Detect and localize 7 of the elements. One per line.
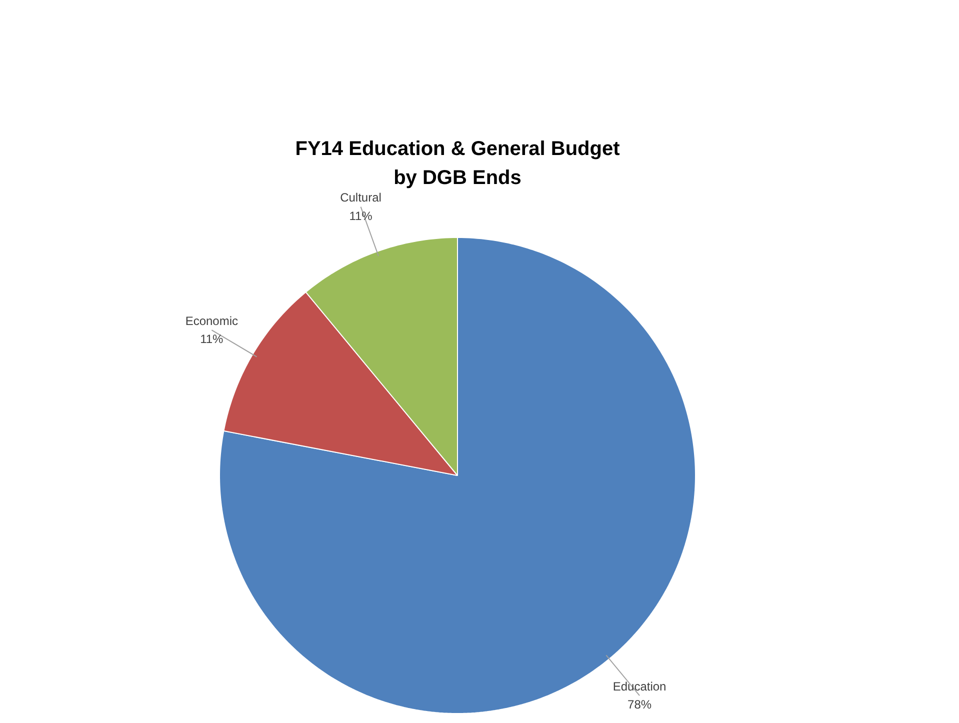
slice-label: Cultural [340, 190, 382, 205]
slice-label: Education [612, 679, 666, 694]
data-label: 78% [628, 698, 652, 712]
data-label: 11% [200, 332, 224, 346]
chart-title: FY14 Education & General Budget by DGB Ends [295, 138, 620, 189]
slice-label: Economic [185, 314, 238, 328]
data-label: 11% [349, 208, 373, 223]
